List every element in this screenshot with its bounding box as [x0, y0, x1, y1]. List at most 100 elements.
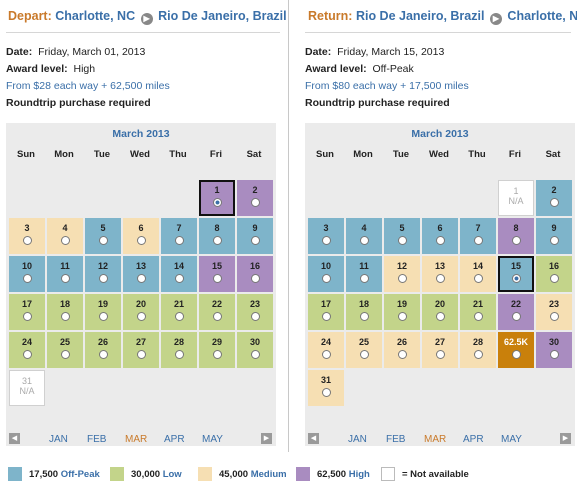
day-cell[interactable]: 7 — [460, 218, 496, 254]
day-radio[interactable] — [397, 350, 407, 359]
day-radio[interactable] — [212, 236, 222, 245]
day-cell[interactable]: 28 — [161, 332, 197, 368]
day-radio[interactable] — [22, 350, 32, 359]
day-radio[interactable] — [473, 274, 483, 283]
day-radio[interactable] — [397, 312, 407, 321]
day-radio[interactable] — [549, 274, 559, 283]
day-cell[interactable]: 17 — [9, 294, 45, 330]
day-cell[interactable]: 7 — [161, 218, 197, 254]
day-cell[interactable]: 10 — [9, 256, 45, 292]
day-radio[interactable] — [549, 236, 559, 245]
day-radio[interactable] — [359, 274, 369, 283]
day-cell[interactable]: 3 — [308, 218, 344, 254]
next-month-button[interactable]: ▶ — [261, 433, 272, 444]
day-cell[interactable]: 3 — [9, 218, 45, 254]
day-cell[interactable]: 62.5K — [498, 332, 534, 368]
day-cell[interactable]: 18 — [346, 294, 382, 330]
month-link-may[interactable]: MAY — [501, 434, 522, 445]
month-link-apr[interactable]: APR — [164, 434, 185, 445]
day-radio[interactable] — [321, 236, 331, 245]
month-link-may[interactable]: MAY — [202, 434, 223, 445]
day-radio[interactable] — [22, 236, 32, 245]
day-radio[interactable] — [435, 274, 445, 283]
day-cell[interactable]: 6 — [422, 218, 458, 254]
day-radio[interactable] — [473, 350, 483, 359]
day-cell[interactable]: 14 — [460, 256, 496, 292]
day-cell[interactable]: 17 — [308, 294, 344, 330]
day-cell[interactable]: 2 — [536, 180, 572, 216]
day-radio[interactable] — [174, 236, 184, 245]
day-cell[interactable]: 24 — [9, 332, 45, 368]
month-link-jan[interactable]: JAN — [348, 434, 367, 445]
day-radio[interactable] — [174, 312, 184, 321]
day-radio[interactable] — [473, 312, 483, 321]
day-radio[interactable] — [174, 350, 184, 359]
day-radio[interactable] — [511, 236, 521, 245]
day-cell[interactable]: 2 — [237, 180, 273, 216]
day-cell[interactable]: 4 — [346, 218, 382, 254]
day-cell[interactable]: 23 — [536, 294, 572, 330]
day-radio[interactable] — [22, 274, 32, 283]
day-cell[interactable]: 16 — [237, 256, 273, 292]
day-cell[interactable]: 14 — [161, 256, 197, 292]
day-radio[interactable] — [359, 350, 369, 359]
day-cell[interactable]: 22 — [498, 294, 534, 330]
day-cell[interactable]: 11 — [47, 256, 83, 292]
day-cell[interactable]: 9 — [536, 218, 572, 254]
next-month-button[interactable]: ▶ — [560, 433, 571, 444]
day-cell[interactable]: 10 — [308, 256, 344, 292]
day-cell[interactable]: 5 — [384, 218, 420, 254]
day-radio[interactable] — [60, 350, 70, 359]
day-radio[interactable] — [212, 312, 222, 321]
day-cell[interactable]: 1 — [199, 180, 235, 216]
day-radio[interactable] — [549, 312, 559, 321]
month-link-mar[interactable]: MAR — [125, 434, 148, 445]
day-cell[interactable]: 6 — [123, 218, 159, 254]
day-cell[interactable]: 22 — [199, 294, 235, 330]
day-cell[interactable]: 5 — [85, 218, 121, 254]
day-cell[interactable]: 23 — [237, 294, 273, 330]
day-cell[interactable]: 20 — [123, 294, 159, 330]
day-cell[interactable]: 31 — [308, 370, 344, 406]
day-radio[interactable] — [511, 274, 521, 283]
day-radio[interactable] — [98, 350, 108, 359]
day-cell[interactable]: 8 — [199, 218, 235, 254]
legend-link-low[interactable]: Low — [162, 469, 182, 480]
day-radio[interactable] — [321, 312, 331, 321]
day-radio[interactable] — [435, 350, 445, 359]
month-link-mar[interactable]: MAR — [424, 434, 447, 445]
day-cell[interactable]: 28 — [460, 332, 496, 368]
day-cell[interactable]: 25 — [346, 332, 382, 368]
day-radio[interactable] — [136, 236, 146, 245]
day-radio[interactable] — [250, 350, 260, 359]
day-radio[interactable] — [136, 350, 146, 359]
month-link-feb[interactable]: FEB — [87, 434, 107, 445]
day-cell[interactable]: 25 — [47, 332, 83, 368]
day-cell[interactable]: 12 — [85, 256, 121, 292]
day-cell[interactable]: 26 — [85, 332, 121, 368]
day-radio[interactable] — [397, 236, 407, 245]
day-cell[interactable]: 19 — [384, 294, 420, 330]
day-cell[interactable]: 4 — [47, 218, 83, 254]
legend-link-medium[interactable]: Medium — [250, 469, 287, 480]
month-link-feb[interactable]: FEB — [386, 434, 406, 445]
day-radio[interactable] — [60, 236, 70, 245]
day-cell[interactable]: 21 — [161, 294, 197, 330]
day-radio[interactable] — [435, 236, 445, 245]
day-radio[interactable] — [250, 236, 260, 245]
day-radio[interactable] — [359, 312, 369, 321]
day-radio[interactable] — [250, 198, 260, 207]
day-cell[interactable]: 13 — [123, 256, 159, 292]
prev-month-button[interactable]: ◀ — [308, 433, 319, 444]
day-cell[interactable]: 20 — [422, 294, 458, 330]
day-cell[interactable]: 16 — [536, 256, 572, 292]
day-radio[interactable] — [212, 198, 222, 207]
day-radio[interactable] — [22, 312, 32, 321]
day-radio[interactable] — [212, 274, 222, 283]
day-cell[interactable]: 13 — [422, 256, 458, 292]
day-radio[interactable] — [549, 198, 559, 207]
day-radio[interactable] — [136, 312, 146, 321]
day-cell[interactable]: 15 — [199, 256, 235, 292]
day-radio[interactable] — [174, 274, 184, 283]
day-radio[interactable] — [473, 236, 483, 245]
